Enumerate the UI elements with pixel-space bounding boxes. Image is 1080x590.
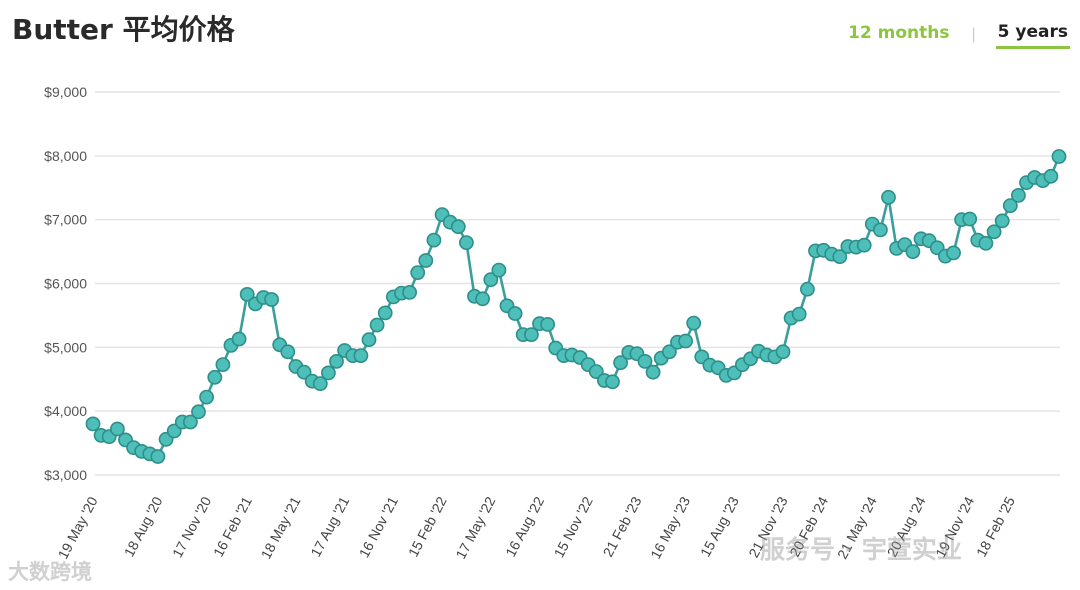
x-tick-label: 18 Aug '20 — [121, 494, 166, 560]
data-point[interactable] — [231, 331, 247, 347]
x-tick-label: 18 Feb '25 — [973, 494, 1018, 560]
data-point[interactable] — [426, 232, 442, 248]
x-tick-label: 17 Aug '21 — [307, 494, 352, 560]
tab-divider: | — [971, 25, 976, 43]
data-point[interactable] — [613, 355, 628, 371]
tab-5-years[interactable]: 5 years — [995, 20, 1070, 49]
y-tick-label: $8,000 — [44, 148, 87, 164]
grid-lines — [95, 91, 1060, 476]
x-tick-label: 17 Nov '20 — [169, 494, 214, 560]
data-point[interactable] — [986, 224, 1002, 240]
data-point[interactable] — [905, 244, 921, 259]
data-point[interactable] — [491, 262, 507, 278]
data-point[interactable] — [946, 245, 961, 261]
data-point[interactable] — [199, 389, 214, 405]
data-point[interactable] — [1043, 168, 1059, 184]
y-axis-labels: $3,000 $4,000 $5,000 $6,000 $7,000 $8,000 $9,0… — [44, 84, 87, 483]
data-point[interactable] — [791, 306, 807, 322]
data-point[interactable] — [1002, 198, 1018, 213]
data-point[interactable] — [483, 272, 499, 288]
period-tabs: 12 months | 5 years — [846, 20, 1070, 49]
x-tick-label: 15 Nov '22 — [550, 494, 595, 560]
data-point[interactable] — [832, 249, 848, 265]
data-point[interactable] — [458, 235, 474, 250]
data-point[interactable] — [329, 353, 344, 369]
data-point[interactable] — [662, 344, 677, 360]
data-point[interactable] — [85, 416, 101, 432]
data-point[interactable] — [182, 414, 198, 430]
data-point[interactable] — [1011, 187, 1026, 203]
data-point[interactable] — [418, 253, 434, 268]
x-tick-label: 16 May '23 — [647, 494, 693, 562]
x-tick-label: 16 Feb '21 — [210, 494, 255, 560]
data-point[interactable] — [686, 315, 702, 331]
data-point[interactable] — [264, 292, 279, 307]
data-point[interactable] — [361, 332, 377, 348]
data-point[interactable] — [369, 317, 385, 333]
data-point[interactable] — [280, 344, 296, 360]
data-point[interactable] — [678, 333, 693, 349]
data-point[interactable] — [377, 305, 393, 321]
data-point[interactable] — [296, 364, 312, 380]
data-point[interactable] — [320, 365, 336, 381]
data-point[interactable] — [524, 327, 539, 342]
y-tick-label: $7,000 — [44, 212, 87, 228]
watermark-right: 服务号 · 宇萱实业 — [760, 535, 962, 564]
data-point[interactable] — [110, 421, 125, 437]
y-tick-label: $5,000 — [44, 339, 87, 355]
data-point[interactable] — [978, 235, 994, 251]
data-point[interactable] — [962, 211, 978, 227]
data-point[interactable] — [637, 353, 653, 369]
data-point[interactable] — [450, 219, 466, 235]
data-point[interactable] — [775, 344, 791, 360]
data-point[interactable] — [215, 357, 231, 372]
data-point[interactable] — [994, 213, 1010, 229]
data-point[interactable] — [191, 404, 206, 420]
data-point[interactable] — [166, 423, 182, 439]
data-point[interactable] — [1051, 149, 1067, 164]
x-tick-label: 15 Feb '22 — [405, 494, 450, 560]
y-tick-label: $6,000 — [44, 276, 87, 292]
x-tick-label: 18 May '21 — [258, 494, 304, 562]
data-points — [85, 149, 1067, 464]
x-tick-label: 16 Aug '22 — [502, 494, 547, 560]
data-point[interactable] — [239, 286, 255, 302]
data-point[interactable] — [410, 265, 426, 280]
data-point[interactable] — [856, 237, 872, 253]
y-tick-label: $3,000 — [44, 467, 87, 483]
watermark-left: 大数跨境 — [8, 560, 92, 584]
page-title: Butter 平均价格 — [12, 13, 235, 46]
data-point[interactable] — [312, 376, 328, 392]
data-point[interactable] — [475, 291, 490, 307]
x-tick-label: 19 May '20 — [55, 494, 101, 562]
x-tick-label: 16 Nov '21 — [356, 494, 401, 560]
y-tick-label: $9,000 — [44, 84, 87, 100]
data-point[interactable] — [645, 364, 661, 380]
data-point[interactable] — [507, 306, 523, 321]
data-point[interactable] — [207, 369, 223, 385]
data-point[interactable] — [605, 374, 620, 390]
data-point[interactable] — [353, 348, 369, 363]
data-point[interactable] — [402, 284, 417, 300]
data-point[interactable] — [540, 316, 555, 332]
y-tick-label: $4,000 — [44, 403, 87, 419]
data-point[interactable] — [800, 281, 815, 297]
x-tick-label: 21 Feb '23 — [600, 494, 645, 560]
data-point[interactable] — [150, 449, 166, 464]
tab-12-months[interactable]: 12 months — [848, 22, 950, 43]
x-tick-label: 15 Aug '23 — [697, 494, 742, 560]
data-point[interactable] — [873, 222, 888, 238]
x-tick-label: 17 May '22 — [452, 494, 498, 562]
data-point[interactable] — [881, 189, 896, 205]
